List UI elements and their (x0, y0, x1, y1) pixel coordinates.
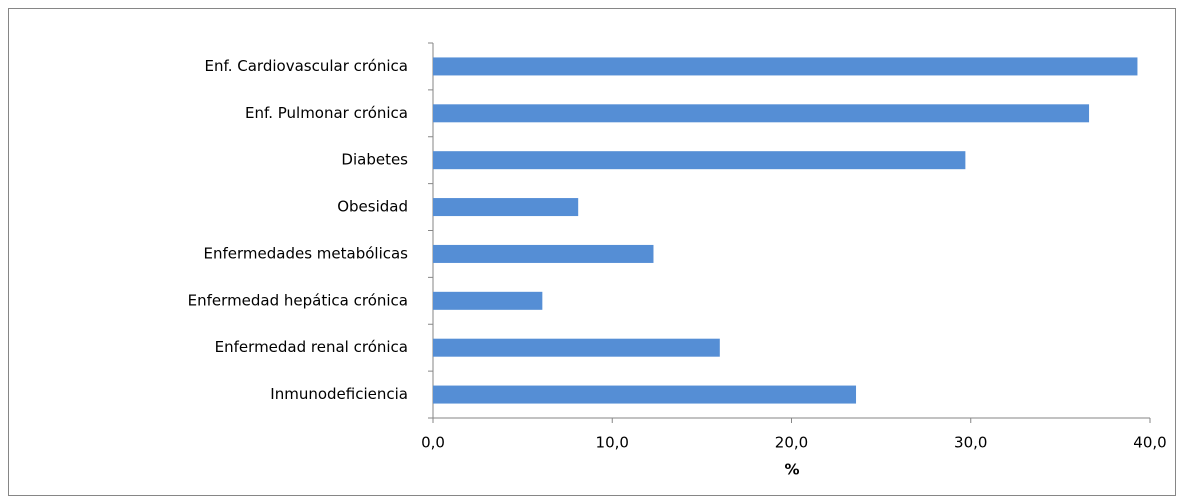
y-tick-label: Inmunodeficiencia (270, 385, 408, 403)
x-tick-label: 0,0 (421, 434, 445, 452)
bar (433, 151, 966, 170)
y-tick-label: Enfermedad hepática crónica (188, 291, 408, 309)
x-tick-label: 40,0 (1133, 434, 1166, 452)
x-axis-label: % (784, 461, 799, 479)
x-tick-label: 20,0 (775, 434, 808, 452)
y-tick-label: Enfermedad renal crónica (215, 338, 408, 356)
y-tick-label: Enf. Pulmonar crónica (245, 104, 408, 122)
y-tick-label: Diabetes (341, 151, 408, 169)
y-tick-label: Obesidad (337, 198, 408, 216)
bar (433, 291, 543, 310)
x-tick-label: 10,0 (596, 434, 629, 452)
x-tick-label: 30,0 (954, 434, 987, 452)
bar (433, 385, 857, 404)
bar (433, 198, 579, 217)
y-tick-label: Enfermedades metabólicas (204, 244, 409, 262)
bar (433, 244, 654, 263)
bar (433, 338, 720, 357)
y-tick-label: Enf. Cardiovascular crónica (205, 57, 408, 75)
bar (433, 104, 1090, 123)
bar (433, 57, 1138, 76)
